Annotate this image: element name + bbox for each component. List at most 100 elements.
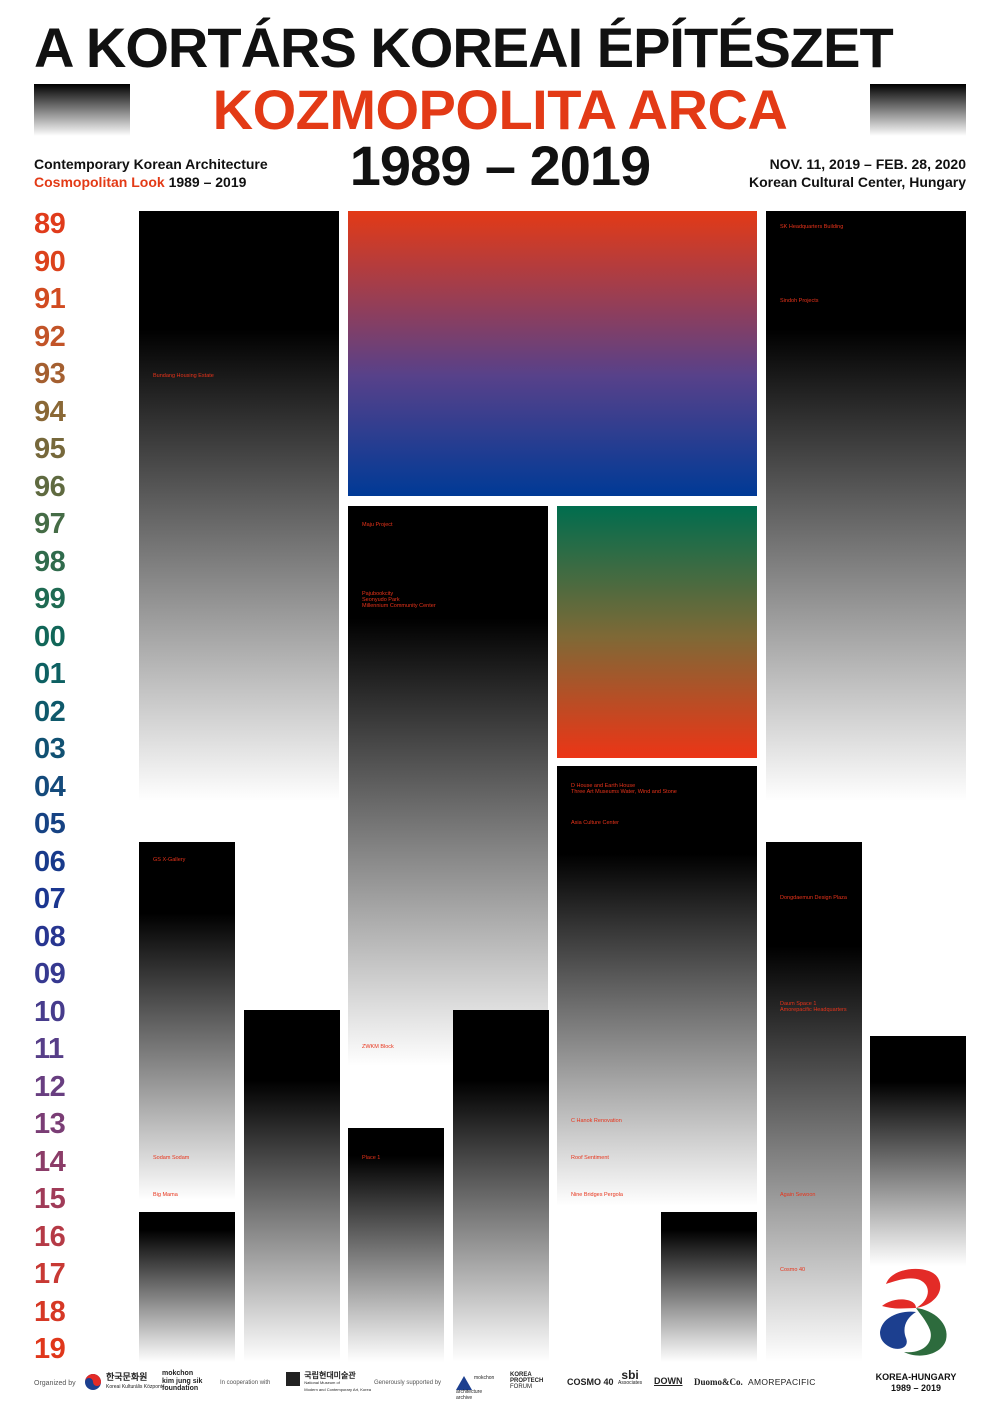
year-label: 95	[34, 433, 66, 465]
year-label: 93	[34, 358, 66, 390]
sponsor2-line1: KOREA	[510, 1372, 532, 1378]
year-label: 15	[34, 1183, 66, 1215]
label-cosmo40: Cosmo 40	[780, 1267, 806, 1273]
emblem-caption-line1: KOREA-HUNGARY	[875, 1372, 957, 1382]
org2-line3: foundation	[162, 1385, 199, 1392]
sponsor-cosmo40: COSMO 40	[567, 1377, 614, 1387]
label-daum: Daum Space 1	[780, 1001, 817, 1007]
header-fade-right	[870, 84, 966, 136]
org-mokchon-foundation: mokchon kim jung sik foundation	[162, 1370, 202, 1393]
year-label: 17	[34, 1258, 66, 1290]
bar-col1-short	[139, 1212, 235, 1362]
label-ddp: Dongdaemun Design Plaza	[780, 895, 847, 901]
label-roof: Roof Sentiment	[571, 1155, 609, 1161]
sponsor1-name: mokchon architecture archive	[456, 1375, 495, 1401]
mmca-name-en-1: National Museum of	[304, 1380, 340, 1385]
header-fade-left	[34, 84, 130, 136]
year-label: 00	[34, 620, 66, 653]
year-timeline: 89 90 91 92 93 94 95 96 97 98 99 00 01 02 03 04 05 06 07 08…	[34, 206, 114, 1369]
year-label: 08	[34, 920, 66, 953]
mmca-name-en-2: Modern and Contemporary Art, Korea	[304, 1387, 371, 1392]
year-label: 01	[34, 658, 66, 690]
bar-col5-tall	[557, 766, 757, 1206]
org1-name-hu: Koreai Kulturális Központ	[106, 1384, 163, 1390]
year-label: 07	[34, 883, 66, 915]
sponsor4-sub: Associates	[618, 1380, 643, 1386]
sponsor4-name: sbi	[621, 1368, 639, 1382]
year-label: 04	[34, 770, 66, 803]
label-millennium: Millennium Community Center	[362, 603, 436, 609]
label-gs-x-gallery: GS X-Gallery	[153, 857, 186, 863]
label-maju: Maju Project	[362, 522, 393, 528]
year-label: 90	[34, 245, 66, 278]
sponsor-sbi: sbi Associates	[618, 1368, 643, 1386]
label-again-sewoon: Again Sewoon	[780, 1192, 816, 1198]
sponsor-proptech-forum: KOREA PROPTECH FORUM	[510, 1372, 543, 1390]
year-label: 92	[34, 320, 66, 353]
bar-col1-mid	[139, 842, 235, 1200]
sponsor-amorepacific: AMOREPACIFIC	[748, 1377, 816, 1387]
label-sindoh: Sindoh Projects	[780, 298, 819, 304]
year-label: 97	[34, 508, 66, 540]
org2-line1: mokchon	[162, 1370, 194, 1377]
archive-logo-icon	[456, 1376, 472, 1390]
org1-name-ko: 한국문화원	[106, 1372, 148, 1382]
mmca-logo-icon	[286, 1372, 300, 1386]
sponsor2-line2: PROPTECH	[510, 1378, 544, 1384]
title-line-2: KOZMOPOLITA ARCA	[212, 78, 788, 141]
exhibition-dates: NOV. 11, 2019 – FEB. 28, 2020	[769, 156, 966, 172]
sponsor-duomo: Duomo&Co.	[694, 1377, 743, 1387]
color-block-red-blue	[348, 211, 757, 496]
year-label: 03	[34, 733, 66, 765]
sponsor-mokchon-archive: mokchon architecture archive	[456, 1375, 496, 1401]
year-label: 02	[34, 695, 66, 728]
bar-col7-tall	[766, 211, 966, 801]
label-big-mama: Big Mama	[153, 1192, 178, 1198]
year-label: 12	[34, 1070, 66, 1103]
label-dhouse: D House and Earth House	[571, 783, 636, 789]
subtitle-line-1: Contemporary Korean Architecture	[34, 156, 268, 172]
bar-col7-mid	[766, 842, 862, 1362]
label-asia-culture: Asia Culture Center	[571, 820, 619, 826]
cooperation-label: In cooperation with	[220, 1380, 271, 1386]
year-label: 16	[34, 1220, 66, 1253]
bar-col8	[870, 1036, 966, 1266]
year-label: 96	[34, 470, 66, 503]
label-paju: Pajubookcity	[362, 591, 394, 597]
label-place1: Place 1	[362, 1155, 381, 1161]
bar-col2	[244, 1010, 340, 1362]
label-c-hanok: C Hanok Renovation	[571, 1118, 622, 1124]
year-label: 09	[34, 958, 66, 990]
label-three-art: Three Art Museums Water, Wind and Stone	[571, 789, 677, 795]
mmca-name-ko: 국립현대미술관	[304, 1371, 356, 1380]
year-label: 94	[34, 395, 66, 428]
emblem-caption-line2: 1989 – 2019	[890, 1383, 942, 1393]
color-block-green-red	[557, 506, 757, 758]
exhibition-info: NOV. 11, 2019 – FEB. 28, 2020 Korean Cul…	[666, 155, 966, 191]
label-bundang: Bundang Housing Estate	[153, 373, 214, 379]
org-mmca: 국립현대미술관 National Museum of Modern and Co…	[286, 1372, 371, 1393]
taegeuk-logo-icon	[85, 1374, 101, 1390]
subtitle-english: Contemporary Korean Architecture Cosmopo…	[34, 155, 268, 191]
title-years: 1989 – 2019	[349, 134, 651, 197]
year-label: 91	[34, 283, 66, 315]
bar-col3-short	[348, 1128, 444, 1362]
bar-col3-tall	[348, 506, 548, 1066]
subtitle-cosmopolitan: Cosmopolitan Look	[34, 174, 165, 190]
sponsor2-line3: FORUM	[510, 1384, 532, 1390]
organized-by-label: Organized by	[34, 1380, 76, 1387]
korea-hungary-emblem-icon	[880, 1268, 947, 1356]
title-line-1: A KORTÁRS KOREAI ÉPÍTÉSZET	[34, 16, 894, 79]
sponsor-footer: Organized by 한국문화원 Koreai Kulturális Köz…	[34, 1368, 966, 1401]
bar-col6-short	[661, 1212, 757, 1362]
label-sk-hq: SK Headquarters Building	[780, 224, 844, 230]
label-sodam: Sodam Sodam	[153, 1155, 190, 1161]
year-label: 05	[34, 808, 66, 840]
bar-col4	[453, 1010, 549, 1362]
year-label: 13	[34, 1108, 66, 1140]
label-nine-bridges: Nine Bridges Pergola	[571, 1192, 623, 1198]
subtitle-years: 1989 – 2019	[168, 174, 247, 190]
label-amorepacific-hq: Amorepacific Headquarters	[780, 1007, 847, 1013]
bar-col1-tall	[139, 211, 339, 801]
year-label: 89	[34, 208, 66, 240]
